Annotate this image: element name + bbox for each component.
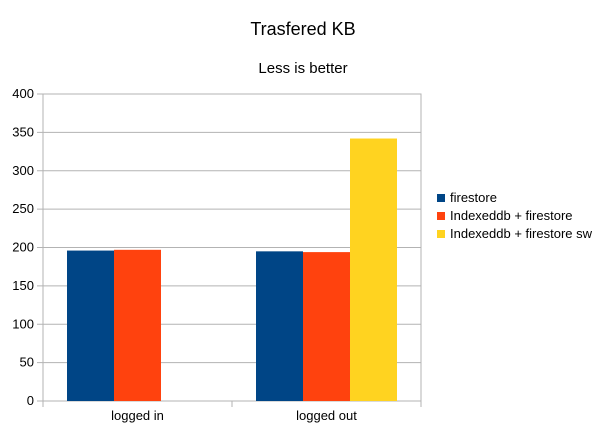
chart-title: Trasfered KB — [250, 19, 355, 39]
bar-firestore-logged-out — [256, 251, 303, 401]
y-tick-label: 50 — [20, 355, 34, 370]
y-tick-label: 150 — [12, 278, 34, 293]
legend: firestore Indexeddb + firestore Indexeddb … — [437, 190, 593, 241]
legend-swatch — [437, 230, 445, 238]
y-tick-label: 100 — [12, 316, 34, 331]
chart-subtitle: Less is better — [258, 60, 347, 77]
legend-label: firestore — [450, 190, 497, 205]
y-tick-label: 350 — [12, 124, 34, 139]
bar-firestore-logged-in — [67, 250, 114, 401]
y-tick-label: 200 — [12, 240, 34, 255]
bar-indexeddb-firestore-logged-in — [114, 249, 161, 401]
y-tick-label: 400 — [12, 86, 34, 101]
legend-swatch — [437, 194, 445, 202]
y-tick-label: 0 — [27, 393, 34, 408]
legend-label: Indexeddb + firestore sw — [450, 226, 593, 241]
bar-indexeddb-firestore-logged-out — [303, 252, 350, 401]
x-category-label: logged out — [296, 408, 357, 423]
bars — [67, 138, 397, 401]
bar-indexeddb-firestore-sw-logged-out — [350, 138, 397, 401]
legend-swatch — [437, 212, 445, 220]
y-tick-label: 300 — [12, 163, 34, 178]
x-category-label: logged in — [111, 408, 164, 423]
y-tick-label: 250 — [12, 201, 34, 216]
legend-label: Indexeddb + firestore — [450, 208, 573, 223]
x-axis-labels: logged in logged out — [111, 408, 357, 423]
y-axis-ticks: 0 50 100 150 200 250 300 350 400 — [12, 86, 422, 408]
